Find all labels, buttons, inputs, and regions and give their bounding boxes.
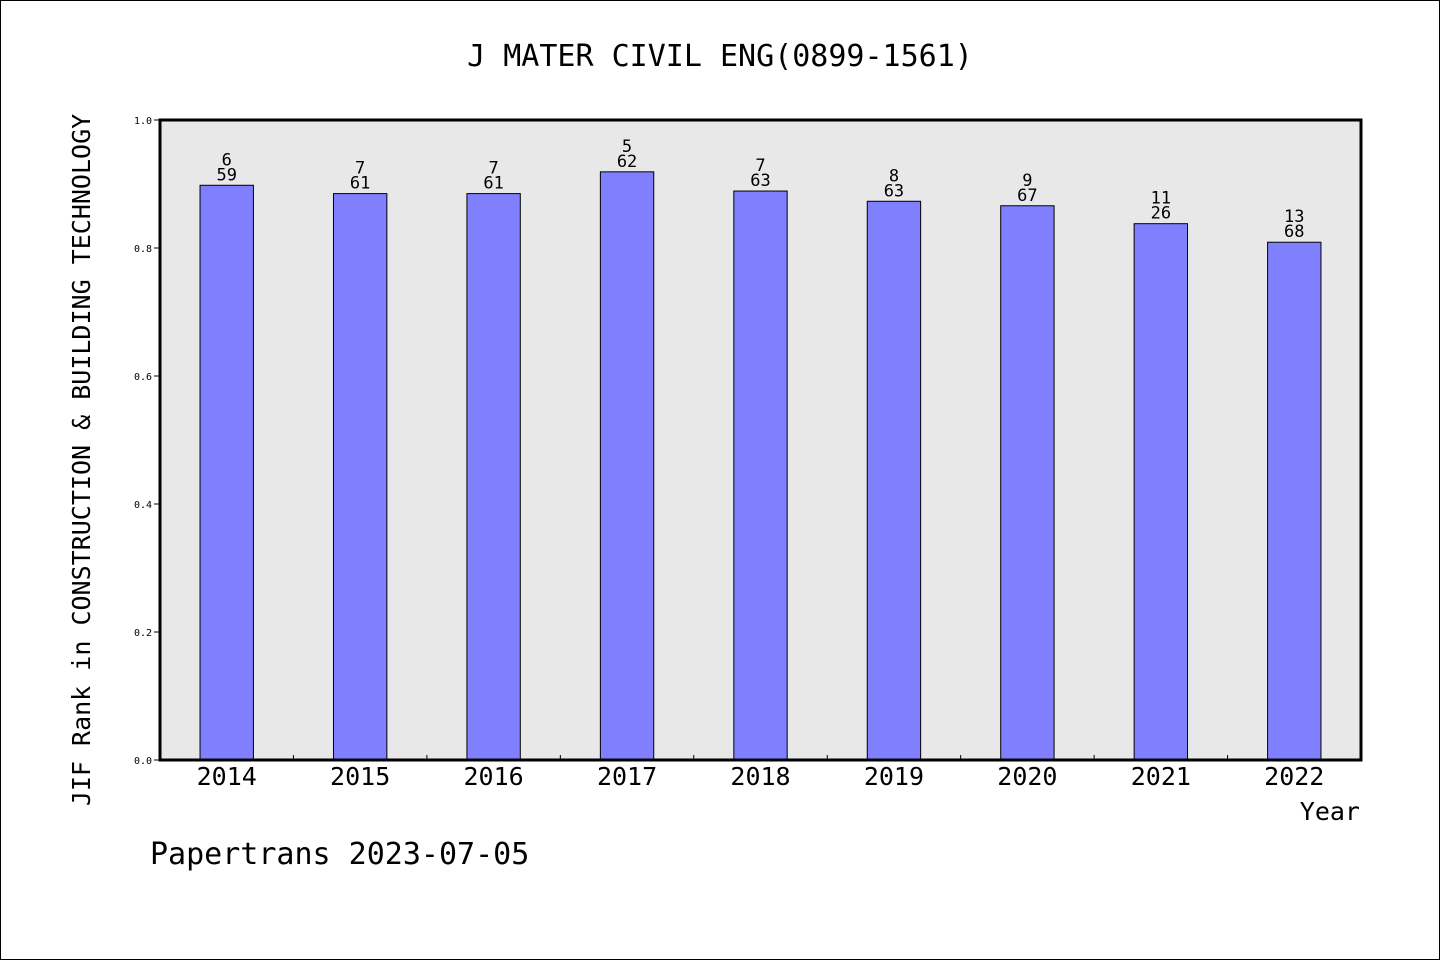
bar: [199, 184, 254, 761]
bar: [599, 171, 655, 761]
bar-label-rank: 13: [1284, 207, 1304, 227]
bar-label-rank: 8: [889, 166, 899, 186]
bar: [1133, 223, 1189, 761]
x-tick-label: 2014: [197, 762, 257, 791]
x-tick-label: 2016: [464, 762, 524, 791]
bar-label-total: 63: [884, 181, 904, 201]
y-tick-label: 1.0: [134, 116, 152, 127]
y-tick-label: 0.4: [134, 500, 152, 511]
bar-label-total: 62: [617, 152, 637, 172]
bar-label-rank: 7: [488, 159, 498, 179]
x-tick-label: 2017: [597, 762, 657, 791]
y-tick-label: 0.6: [134, 372, 152, 383]
bar-label-rank: 7: [755, 156, 765, 176]
bar-label-rank: 6: [222, 150, 232, 170]
y-axis-label: JIF Rank in CONSTRUCTION & BUILDING TECH…: [67, 114, 96, 806]
plot-frame: [158, 118, 1363, 762]
x-tick-label: 2022: [1264, 762, 1324, 791]
bar-label-total: 61: [350, 174, 370, 194]
bar-label-total: 26: [1151, 204, 1171, 224]
footer-credit: Papertrans 2023-07-05: [150, 837, 529, 872]
x-tick-label: 2021: [1131, 762, 1191, 791]
x-tick-label: 2020: [997, 762, 1057, 791]
y-tick-label: 0.0: [134, 756, 152, 767]
bar: [1267, 241, 1322, 761]
bar: [866, 200, 922, 761]
bar: [1000, 205, 1055, 761]
bar-label-total: 67: [1017, 186, 1037, 206]
bar-label-total: 68: [1284, 222, 1304, 242]
bar-label-total: 59: [216, 165, 236, 185]
bar-label-rank: 5: [622, 137, 632, 157]
y-tick-label: 0.8: [134, 244, 152, 255]
bar: [332, 193, 388, 761]
x-tick-label: 2018: [730, 762, 790, 791]
bar-label-rank: 9: [1022, 171, 1032, 191]
x-axis: 2014 2015 2016 2017 2018 2019 2020 2021 2022: [197, 755, 1324, 791]
bar: [733, 190, 788, 761]
x-tick-label: 2015: [330, 762, 390, 791]
chart-title: J MATER CIVIL ENG(0899-1561): [467, 39, 973, 74]
x-tick-label: 2019: [864, 762, 924, 791]
bar: [466, 193, 521, 761]
y-tick-label: 0.2: [134, 628, 152, 639]
bar-label-total: 63: [750, 171, 770, 191]
bar-label-rank: 7: [355, 159, 365, 179]
bar-label-rank: 11: [1151, 189, 1171, 209]
bar-label-total: 61: [483, 174, 503, 194]
x-axis-label: Year: [1300, 797, 1360, 826]
